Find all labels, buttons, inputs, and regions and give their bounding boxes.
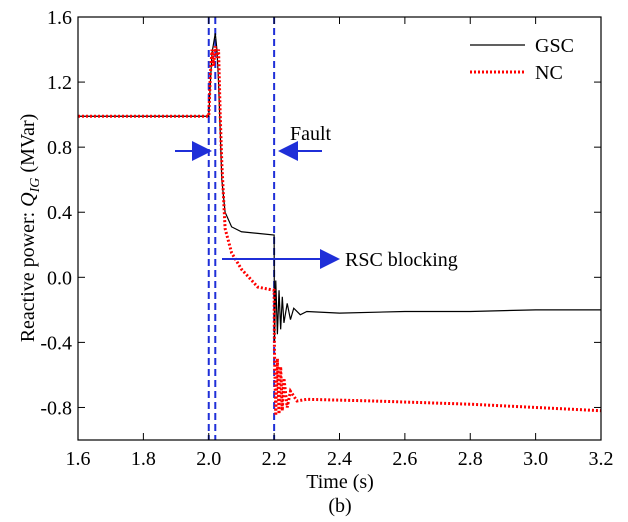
annotation: RSC blocking	[345, 249, 458, 271]
plot-area	[78, 17, 602, 440]
series-line	[78, 46, 602, 416]
y-tick-label: 1.6	[47, 7, 72, 29]
y-tick-label: 1.2	[47, 72, 72, 94]
x-tick-label: 1.6	[66, 448, 91, 470]
y-label-symbol: Q	[17, 192, 39, 207]
y-label-sub: IG	[28, 178, 43, 194]
x-axis-label: Time (s)	[306, 471, 374, 493]
series-line	[78, 33, 601, 343]
x-tick-label: 2.8	[458, 448, 483, 470]
plot-frame	[77, 16, 602, 441]
x-tick-label: 2.4	[327, 448, 352, 470]
x-tick-label: 2.0	[196, 448, 221, 470]
y-tick-label: 0.0	[47, 267, 72, 289]
x-tick-label: 3.2	[589, 448, 614, 470]
x-tick-label: 2.2	[262, 448, 287, 470]
y-tick-label: 0.4	[47, 202, 72, 224]
y-tick-label: -0.8	[40, 397, 72, 419]
y-label-text: Reactive power:	[17, 207, 39, 343]
x-tick-label: 1.8	[131, 448, 156, 470]
x-tick-label: 2.6	[392, 448, 417, 470]
legend-label: NC	[535, 62, 563, 84]
y-axis-label: Reactive power: QIG (MVar)	[17, 114, 43, 343]
y-label-text: (MVar)	[17, 114, 39, 178]
legend-label: GSC	[535, 35, 574, 57]
y-tick-label: 0.8	[47, 137, 72, 159]
caption: (b)	[328, 495, 351, 517]
annotation: Fault	[290, 123, 332, 145]
x-tick-label: 3.0	[523, 448, 548, 470]
y-tick-label: -0.4	[40, 332, 72, 354]
